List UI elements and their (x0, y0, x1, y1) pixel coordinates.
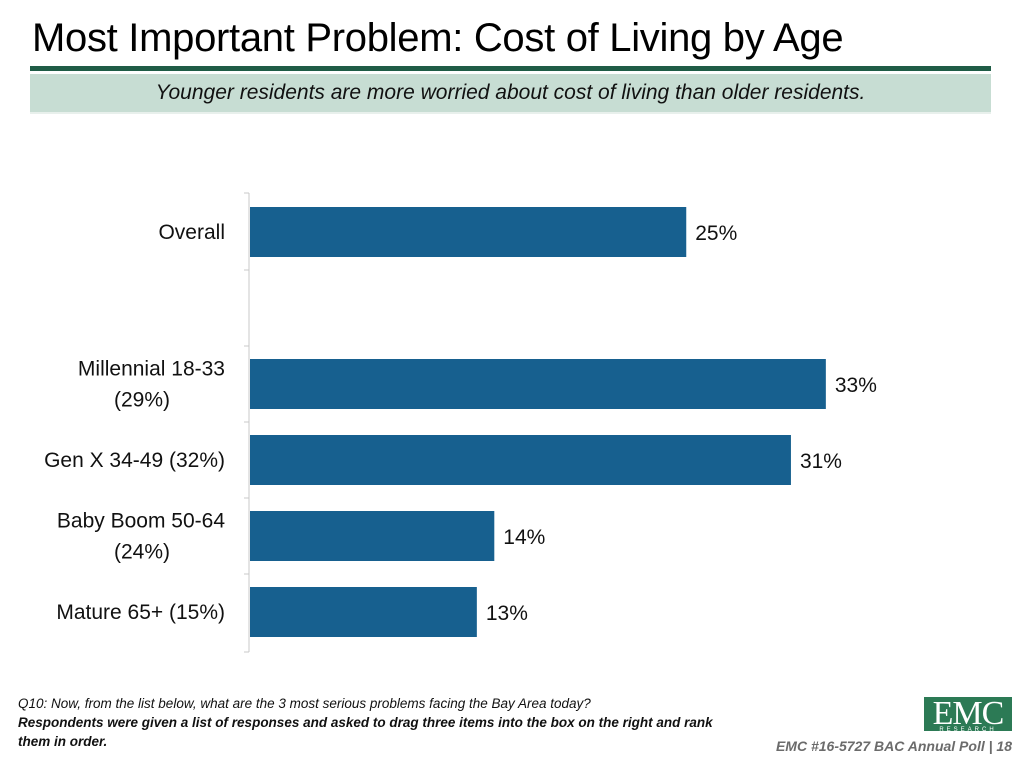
category-label: Baby Boom 50-64 (57, 510, 225, 533)
footnote-question: Q10: Now, from the list below, what are … (18, 696, 591, 711)
emc-logo-subtext: RESEARCH (939, 727, 997, 733)
bar (250, 587, 477, 637)
data-label: 14% (503, 526, 545, 549)
data-label: 25% (695, 222, 737, 245)
title-divider (30, 66, 991, 71)
data-label: 13% (486, 602, 528, 625)
bar (250, 511, 495, 561)
page-reference: EMC #16-5727 BAC Annual Poll | 18 (775, 738, 1012, 754)
category-label: Millennial 18-33 (78, 358, 225, 381)
category-label: Mature 65+ (15%) (56, 601, 225, 624)
data-label: 33% (835, 374, 877, 397)
footnote-respondents: Respondents were given a list of respons… (18, 715, 713, 749)
category-label: Gen X 34-49 (32%) (44, 449, 225, 472)
footnote: Q10: Now, from the list below, what are … (18, 694, 718, 751)
bar-chart: Overall Millennial 18-33 (29%) Gen X 34-49 … (44, 192, 877, 653)
bar (250, 359, 826, 409)
category-label: (24%) (114, 541, 170, 564)
page-title: Most Important Problem: Cost of Living b… (32, 16, 844, 60)
emc-logo: EMC (924, 697, 1012, 731)
bar (250, 207, 687, 257)
subtitle-band: Younger residents are more worried about… (30, 74, 991, 114)
category-label: (29%) (114, 389, 170, 412)
subtitle: Younger residents are more worried about… (155, 81, 866, 104)
category-label: Overall (158, 221, 225, 244)
bar (250, 435, 791, 485)
data-label: 31% (800, 450, 842, 473)
